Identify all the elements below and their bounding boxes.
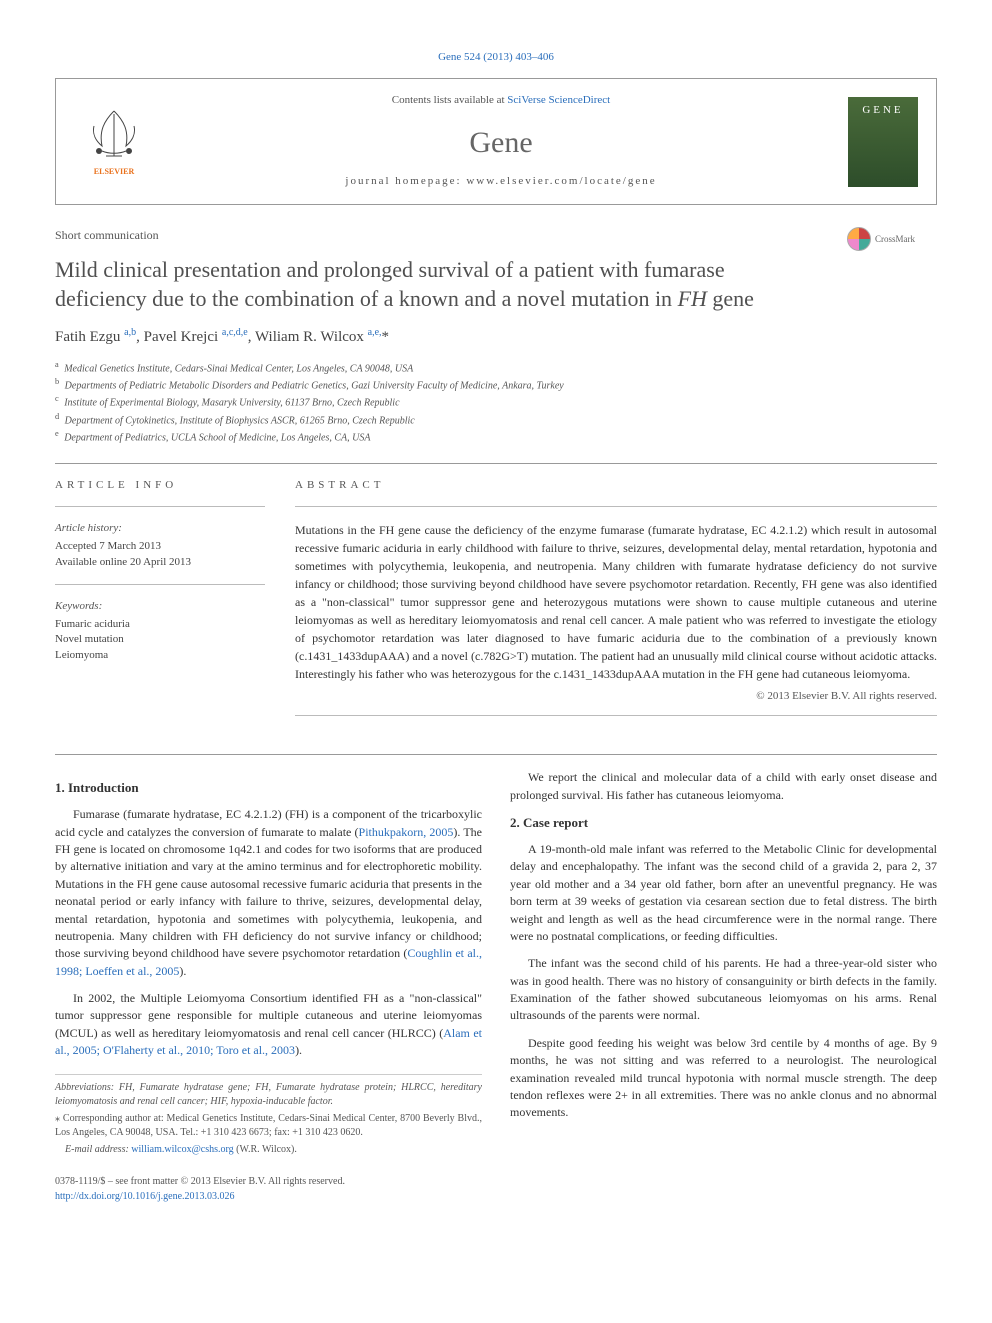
title-text-1: Mild clinical presentation and prolonged… xyxy=(55,257,725,312)
intro-p1-b: ). The FH gene is located on chromosome … xyxy=(55,825,482,961)
gene-cover-label: GENE xyxy=(862,103,903,119)
journal-name: Gene xyxy=(154,121,848,165)
case-paragraph-3: Despite good feeding his weight was belo… xyxy=(510,1035,937,1122)
intro-heading: 1. Introduction xyxy=(55,779,482,798)
header-center: Contents lists available at SciVerse Sci… xyxy=(154,93,848,190)
info-divider-2 xyxy=(55,584,265,585)
author-list: Fatih Ezgu a,b, Pavel Krejci a,c,d,e, Wi… xyxy=(55,326,937,349)
info-divider-1 xyxy=(55,506,265,507)
elsevier-label: ELSEVIER xyxy=(94,166,134,178)
citation-link[interactable]: Gene 524 (2013) 403–406 xyxy=(438,51,554,63)
intro-p1-c: ). xyxy=(179,964,186,978)
crossmark-icon xyxy=(847,227,871,251)
abbrev-text: Abbreviations: FH, Fumarate hydratase ge… xyxy=(55,1082,482,1108)
abstract-column: ABSTRACT Mutations in the FH gene cause … xyxy=(295,478,937,730)
keyword-2: Novel mutation xyxy=(55,632,265,647)
page-footer: 0378-1119/$ – see front matter © 2013 El… xyxy=(55,1175,937,1204)
intro-p2-a: In 2002, the Multiple Leiomyoma Consorti… xyxy=(55,991,482,1040)
sciencedirect-link[interactable]: SciVerse ScienceDirect xyxy=(507,94,610,106)
top-citation-link: Gene 524 (2013) 403–406 xyxy=(55,50,937,66)
issn-line: 0378-1119/$ – see front matter © 2013 El… xyxy=(55,1175,937,1190)
body-text: 1. Introduction Fumarase (fumarate hydra… xyxy=(55,769,937,1157)
article-title: Mild clinical presentation and prolonged… xyxy=(55,255,815,314)
email-note: E-mail address: william.wilcox@cshs.org … xyxy=(55,1143,482,1158)
contents-line: Contents lists available at SciVerse Sci… xyxy=(154,93,848,109)
abstract-divider-bottom xyxy=(295,715,937,716)
article-info-heading: ARTICLE INFO xyxy=(55,478,265,494)
case-report-heading: 2. Case report xyxy=(510,814,937,833)
journal-homepage: journal homepage: www.elsevier.com/locat… xyxy=(154,174,848,190)
keywords-label: Keywords: xyxy=(55,599,265,615)
article-type-label: Short communication xyxy=(55,227,937,244)
abbreviations-note: Abbreviations: FH, Fumarate hydratase ge… xyxy=(55,1081,482,1110)
journal-header: ELSEVIER Contents lists available at Sci… xyxy=(55,78,937,205)
ref-link-pithukpakorn[interactable]: Pithukpakorn, 2005 xyxy=(359,825,454,839)
affiliations: a Medical Genetics Institute, Cedars-Sin… xyxy=(55,359,937,446)
abstract-divider xyxy=(295,506,937,507)
intro-p2-b: ). xyxy=(295,1043,302,1057)
gene-cover-thumb: GENE xyxy=(848,97,918,187)
elsevier-tree-icon xyxy=(84,106,144,166)
keywords-block: Keywords: Fumaric aciduria Novel mutatio… xyxy=(55,599,265,663)
email-link[interactable]: william.wilcox@cshs.org xyxy=(131,1144,233,1155)
contents-prefix: Contents lists available at xyxy=(392,94,507,106)
abstract-heading: ABSTRACT xyxy=(295,478,937,494)
footnotes-block: Abbreviations: FH, Fumarate hydratase ge… xyxy=(55,1074,482,1158)
keywords-list: Fumaric aciduria Novel mutation Leiomyom… xyxy=(55,617,265,663)
history-label: Article history: xyxy=(55,521,265,537)
bridge-paragraph: We report the clinical and molecular dat… xyxy=(510,769,937,804)
article-info-column: ARTICLE INFO Article history: Accepted 7… xyxy=(55,478,265,730)
keyword-3: Leiomyoma xyxy=(55,648,265,663)
history-line-2: Available online 20 April 2013 xyxy=(55,555,265,570)
email-owner: (W.R. Wilcox). xyxy=(234,1144,297,1155)
title-text-2: gene xyxy=(707,286,754,311)
title-gene-em: FH xyxy=(678,286,707,311)
divider-mid xyxy=(55,754,937,755)
keyword-1: Fumaric aciduria xyxy=(55,617,265,632)
doi-link[interactable]: http://dx.doi.org/10.1016/j.gene.2013.03… xyxy=(55,1191,235,1202)
article-history: Article history: Accepted 7 March 2013 A… xyxy=(55,521,265,570)
intro-paragraph-1: Fumarase (fumarate hydratase, EC 4.2.1.2… xyxy=(55,806,482,980)
case-paragraph-1: A 19-month-old male infant was referred … xyxy=(510,841,937,945)
history-line-1: Accepted 7 March 2013 xyxy=(55,539,265,554)
corresponding-author-note: ⁎ Corresponding author at: Medical Genet… xyxy=(55,1112,482,1141)
divider-top xyxy=(55,463,937,464)
title-block: Short communication Mild clinical presen… xyxy=(55,227,937,314)
case-paragraph-2: The infant was the second child of his p… xyxy=(510,955,937,1025)
abstract-text: Mutations in the FH gene cause the defic… xyxy=(295,521,937,683)
homepage-prefix: journal homepage: xyxy=(345,175,466,187)
email-label: E-mail address: xyxy=(65,1144,131,1155)
intro-paragraph-2: In 2002, the Multiple Leiomyoma Consorti… xyxy=(55,990,482,1060)
crossmark-label: CrossMark xyxy=(875,233,915,246)
info-abstract-row: ARTICLE INFO Article history: Accepted 7… xyxy=(55,478,937,730)
elsevier-logo: ELSEVIER xyxy=(74,97,154,187)
page-root: Gene 524 (2013) 403–406 ELSEVIER Content… xyxy=(0,0,992,1244)
abstract-copyright: © 2013 Elsevier B.V. All rights reserved… xyxy=(295,689,937,705)
crossmark-badge[interactable]: CrossMark xyxy=(847,227,937,251)
homepage-url: www.elsevier.com/locate/gene xyxy=(466,175,656,187)
